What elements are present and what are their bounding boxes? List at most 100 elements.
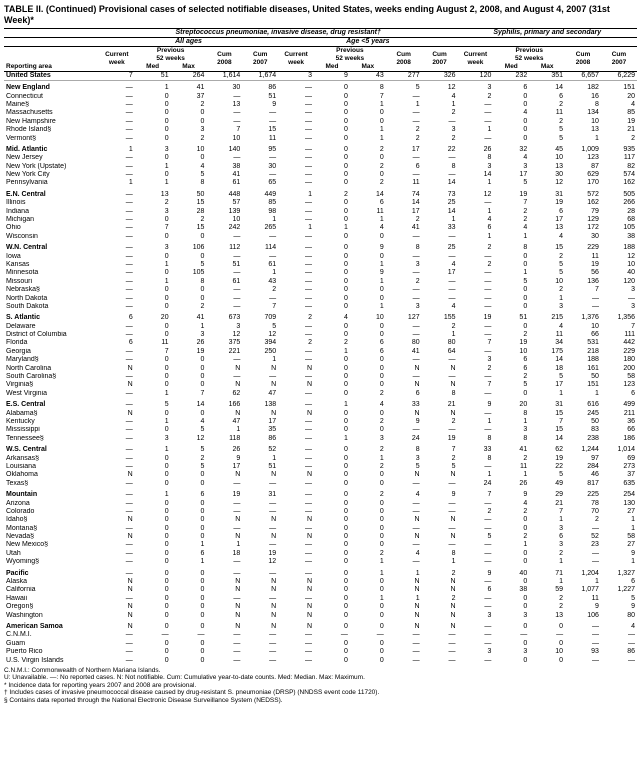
cell: 1	[529, 295, 565, 303]
cell: 0	[171, 154, 207, 162]
cell: 1,227	[601, 586, 637, 594]
cell: —	[278, 455, 314, 463]
cell: 8	[171, 278, 207, 286]
col-prev-3: Previous52 weeks	[493, 47, 565, 63]
cell: —	[242, 233, 278, 241]
cell: —	[278, 233, 314, 241]
cell: 1	[529, 558, 565, 566]
table-row: WashingtonN00NNN00NN331310680	[4, 612, 637, 620]
cell: 64	[422, 348, 458, 356]
cell: 18	[206, 550, 242, 558]
cell: 1	[350, 595, 386, 603]
row-label: American Samoa	[4, 620, 99, 631]
cell: 52	[565, 533, 601, 541]
cell: 0	[135, 595, 171, 603]
cell: 1	[493, 269, 529, 277]
cell: 8	[422, 390, 458, 398]
cell: 12	[529, 179, 565, 187]
cell: —	[458, 109, 494, 117]
cell: 6,657	[565, 71, 601, 80]
table-row: Illinois—2155785—061425—719162266	[4, 199, 637, 207]
table-row: Georgia—719221250—164164—10175218229	[4, 348, 637, 356]
cell: 0	[314, 233, 350, 241]
cell: N	[99, 381, 135, 389]
cell: N	[99, 410, 135, 418]
cell: 0	[314, 163, 350, 171]
cell: 0	[350, 426, 386, 434]
cell: —	[422, 657, 458, 665]
cell: —	[493, 631, 529, 639]
cell: 1	[99, 179, 135, 187]
cell: —	[99, 81, 135, 93]
row-label: Puerto Rico	[4, 648, 99, 656]
cell: 38	[206, 163, 242, 171]
cell: 0	[135, 365, 171, 373]
table-title: TABLE II. (Continued) Provisional cases …	[4, 4, 637, 26]
cell: 0	[314, 603, 350, 611]
cell: 13	[206, 101, 242, 109]
cell: 11	[350, 208, 386, 216]
cell: 0	[493, 595, 529, 603]
cell: 505	[601, 188, 637, 199]
cell: 31	[529, 188, 565, 199]
table-row: North Dakota—00———00———01——	[4, 295, 637, 303]
cell: 2	[422, 135, 458, 143]
table-row: Arkansas§—0291—013282199769	[4, 455, 637, 463]
cell: 1	[565, 390, 601, 398]
cell: 4	[386, 550, 422, 558]
cell: 265	[242, 224, 278, 232]
row-label: Kentucky	[4, 418, 99, 426]
cell: 51	[135, 71, 171, 80]
cell: N	[278, 612, 314, 620]
cell: —	[278, 118, 314, 126]
table-row: U.S. Virgin Islands—00———00———00——	[4, 657, 637, 665]
cell: 86	[242, 81, 278, 93]
cell: 0	[314, 295, 350, 303]
cell: —	[99, 488, 135, 499]
cell: 45	[529, 143, 565, 154]
cell: 22	[422, 143, 458, 154]
cell: 6	[99, 339, 135, 347]
row-label: Montana§	[4, 525, 99, 533]
cell: 572	[565, 188, 601, 199]
cell: 0	[135, 216, 171, 224]
cell: 134	[565, 109, 601, 117]
cell: 15	[529, 426, 565, 434]
cell: 7	[601, 323, 637, 331]
cell: 0	[314, 118, 350, 126]
cell: —	[458, 516, 494, 524]
cell: 1	[171, 323, 207, 331]
col-cum07-2: Cum2007	[422, 47, 458, 71]
cell: 0	[493, 118, 529, 126]
cell: 83	[565, 426, 601, 434]
cell: 1	[350, 303, 386, 311]
cell: 351	[529, 71, 565, 80]
cell: 0	[171, 525, 207, 533]
cell: 221	[206, 348, 242, 356]
cell: 8	[493, 435, 529, 443]
cell: 1	[135, 81, 171, 93]
cell: N	[242, 533, 278, 541]
cell: 229	[601, 348, 637, 356]
cell: 10	[529, 154, 565, 162]
cell: 2	[350, 463, 386, 471]
cell: 15	[529, 241, 565, 252]
table-row: New Mexico§—011——00———132327	[4, 541, 637, 549]
cell: 935	[601, 143, 637, 154]
cell: 14	[422, 179, 458, 187]
cell: —	[422, 426, 458, 434]
cell: 0	[314, 199, 350, 207]
cell: 2	[386, 135, 422, 143]
table-row: Alabama§N00NNN00NN—815245211	[4, 410, 637, 418]
cell: 80	[386, 339, 422, 347]
cell: —	[242, 595, 278, 603]
cell: 6	[386, 390, 422, 398]
cell: 22	[529, 463, 565, 471]
cell: 0	[135, 525, 171, 533]
cell: 1	[350, 216, 386, 224]
cell: —	[206, 109, 242, 117]
cell: 19	[565, 261, 601, 269]
cell: 0	[171, 109, 207, 117]
cell: —	[565, 640, 601, 648]
cell: 0	[493, 390, 529, 398]
